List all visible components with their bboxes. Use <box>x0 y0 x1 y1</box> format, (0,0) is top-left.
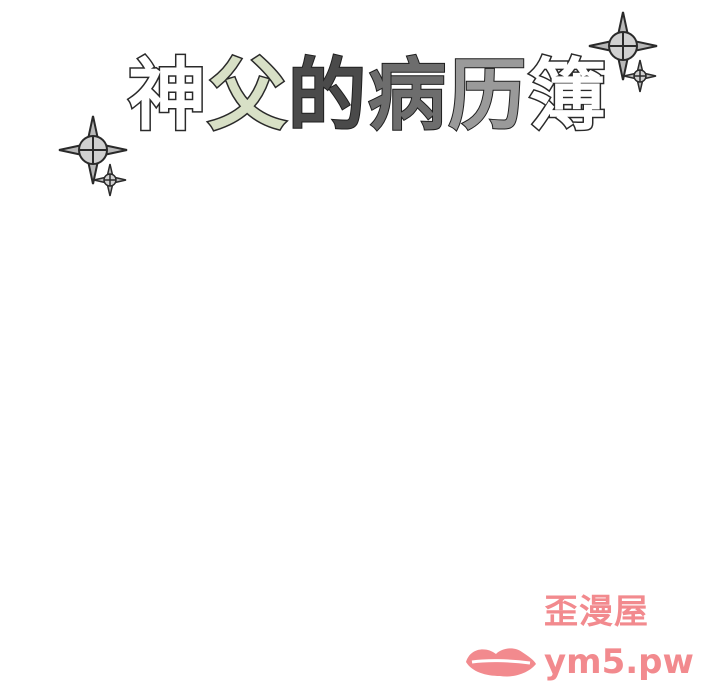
comic-title: 神 父 的 病 历 簿 <box>126 51 608 142</box>
sparkle-star-icon <box>58 115 128 185</box>
watermark-site-name: 歪漫屋 <box>544 592 649 632</box>
sparkle-star-icon <box>93 163 127 197</box>
title-char-1: 神 <box>126 51 207 142</box>
title-char-3: 的 <box>287 51 367 141</box>
title-char-4: 病 <box>367 51 447 141</box>
title-char-2: 父 <box>207 51 288 142</box>
sparkle-star-icon <box>623 59 657 93</box>
sparkle-star-icon <box>588 11 658 81</box>
watermark-url: ym5.pw <box>544 642 694 682</box>
title-char-6: 簿 <box>527 51 608 142</box>
lips-logo-icon <box>466 648 536 677</box>
title-char-5: 历 <box>447 51 527 141</box>
site-watermark: 歪漫屋 ym5.pw <box>462 592 712 692</box>
